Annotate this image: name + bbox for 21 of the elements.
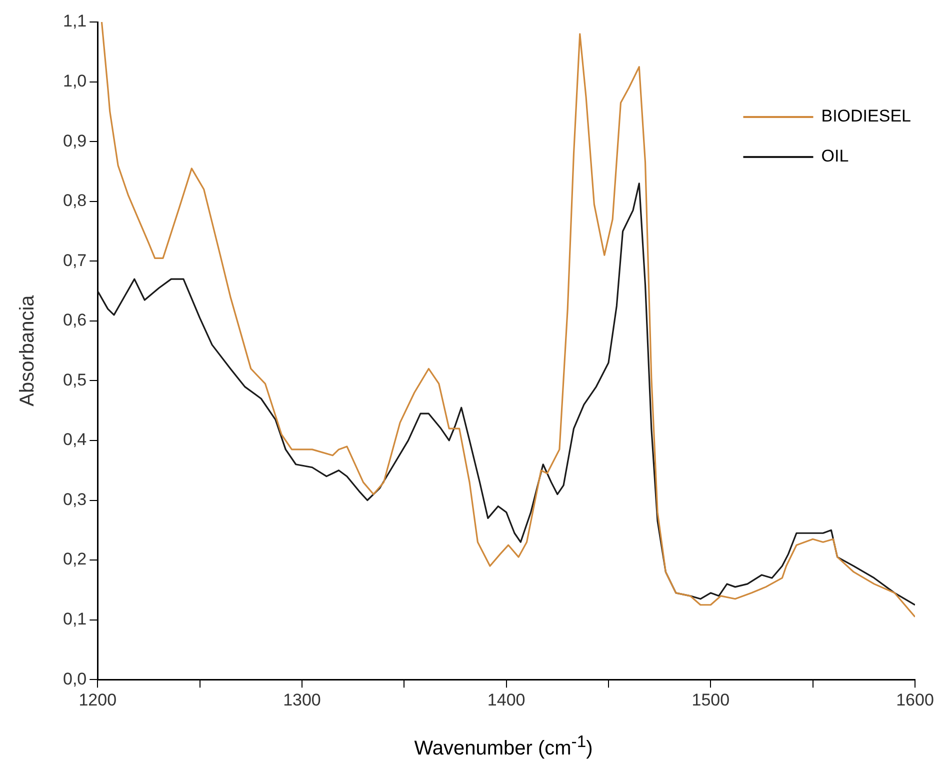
x-tick-label: 1400: [487, 690, 526, 710]
y-tick-label: 0,4: [62, 430, 87, 450]
y-tick-label: 1,1: [62, 12, 87, 31]
x-tick-label: 1600: [896, 690, 934, 710]
y-tick-label: 0,1: [62, 610, 87, 629]
x-tick-label: 1500: [692, 690, 730, 710]
x-tick-label: 1300: [283, 690, 321, 710]
y-tick-label: 0,8: [62, 191, 87, 210]
x-axis-title: Wavenumber (cm$^{-1}$): [413, 732, 594, 761]
legend-label: BIODIESEL: [821, 106, 912, 126]
y-tick-label: 0,0: [62, 669, 87, 688]
y-tick-label: 0,9: [62, 131, 87, 150]
x-tick-label: 1200: [78, 690, 117, 710]
y-tick-label: 0,7: [62, 250, 87, 270]
y-tick-label: 0,3: [62, 490, 87, 509]
y-tick-label: 0,2: [62, 550, 87, 569]
y-tick-label: 1,0: [62, 71, 87, 90]
y-tick-label: 0,5: [62, 370, 87, 390]
y-axis-title: Absorbancia: [16, 294, 39, 406]
legend-label: OIL: [821, 146, 849, 166]
y-tick-label: 0,6: [62, 310, 87, 330]
